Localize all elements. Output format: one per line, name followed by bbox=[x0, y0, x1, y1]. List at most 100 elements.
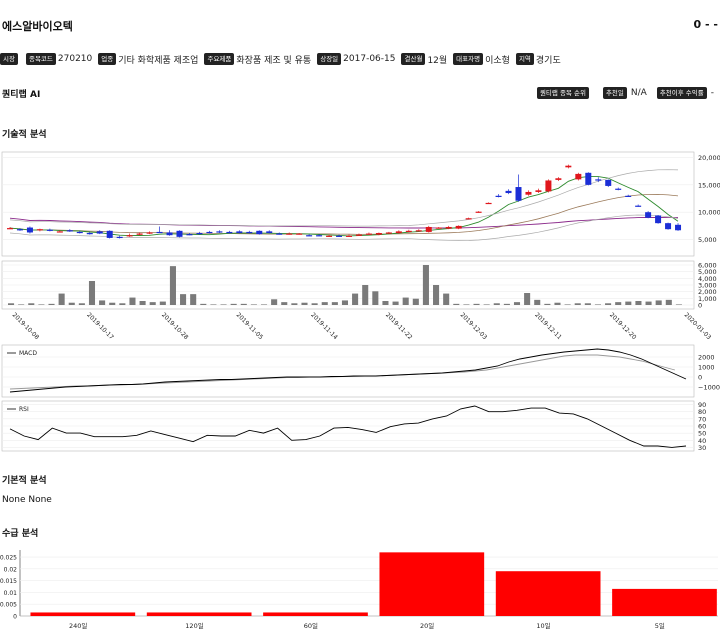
candle-body bbox=[355, 234, 362, 236]
volume-bar bbox=[443, 293, 450, 305]
candle-body bbox=[465, 218, 472, 220]
candle-body bbox=[395, 231, 402, 234]
y-tick-label: 0 bbox=[13, 614, 17, 621]
candle-body bbox=[276, 233, 283, 235]
candle-body bbox=[16, 229, 23, 231]
volume-bar bbox=[159, 301, 166, 305]
volume-bar bbox=[544, 303, 551, 305]
volume-bar bbox=[615, 302, 622, 305]
candle-body bbox=[445, 226, 452, 229]
x-tick-label: 5일 bbox=[655, 621, 665, 630]
x-tick-label: 2019-12-03 bbox=[459, 311, 489, 341]
volume-bar bbox=[675, 304, 682, 305]
market-tag: 시장 bbox=[0, 53, 18, 65]
candle-body bbox=[485, 202, 492, 205]
candle-body bbox=[306, 235, 313, 237]
volume-bar bbox=[422, 265, 429, 305]
candle-body bbox=[136, 233, 143, 235]
supply-bar bbox=[612, 588, 717, 616]
volume-bar bbox=[58, 293, 65, 305]
volume-bar bbox=[594, 304, 601, 305]
candle-body bbox=[665, 223, 672, 230]
volume-bar bbox=[372, 291, 379, 305]
volume-bar bbox=[453, 303, 460, 305]
candle-body bbox=[505, 190, 512, 194]
candle-body bbox=[166, 232, 173, 236]
candle-body bbox=[36, 229, 43, 231]
candle-body bbox=[86, 233, 93, 235]
candle-body bbox=[435, 227, 442, 229]
y-tick-label: 90 bbox=[698, 401, 706, 409]
candle-body bbox=[266, 231, 273, 234]
candle-body bbox=[635, 205, 642, 207]
candle-body bbox=[156, 231, 163, 234]
supply-bar bbox=[263, 612, 368, 616]
fundamental-section-title: 기본적 분석 bbox=[2, 476, 47, 486]
supply-bar bbox=[30, 612, 136, 616]
supply-panel: 0.025 0.02 0.015 0.01 0.005 0 240일 120일 60일 20일 10… bbox=[0, 550, 718, 630]
y-tick-label: 5,000 bbox=[698, 268, 717, 276]
candle-body bbox=[655, 215, 662, 224]
panel-frame bbox=[1, 151, 695, 257]
volume-bar bbox=[463, 304, 470, 305]
volume-bar bbox=[48, 303, 55, 305]
volume-bar bbox=[554, 302, 561, 305]
x-tick-label: 2019-10-17 bbox=[85, 311, 115, 341]
ma-long-line bbox=[9, 217, 678, 229]
ceo-value: 이소형 bbox=[485, 55, 510, 66]
candle-body bbox=[56, 231, 63, 233]
volume-bar bbox=[625, 301, 632, 305]
volume-bar bbox=[301, 302, 308, 305]
volume-bar bbox=[200, 303, 207, 305]
rsi-line bbox=[9, 405, 687, 448]
product-tag: 주요제품 bbox=[204, 53, 235, 65]
supply-section-title: 수급 분석 bbox=[2, 529, 39, 539]
candle-body bbox=[565, 165, 572, 168]
y-tick-label: 30 bbox=[698, 444, 706, 452]
ma-mid-line bbox=[9, 193, 679, 235]
candle-body bbox=[515, 187, 522, 201]
y-tick-label: 1000 bbox=[698, 364, 715, 372]
candle-body bbox=[186, 234, 193, 236]
candle-body bbox=[525, 191, 532, 195]
fundamental-value: None None bbox=[2, 495, 52, 505]
supply-bar bbox=[146, 612, 252, 616]
volume-bar bbox=[331, 302, 338, 305]
candle-body bbox=[26, 227, 33, 233]
volume-bar bbox=[412, 298, 419, 305]
volume-bar bbox=[190, 294, 197, 305]
candle-body bbox=[46, 229, 53, 231]
ai-info-row: 퀀티랩 종목 순위 추천일 N/A 추천이후 수익률 - bbox=[536, 87, 714, 99]
volume-bar bbox=[574, 303, 581, 305]
x-tick-label: 2019-11-05 bbox=[235, 311, 265, 341]
candle-body bbox=[76, 231, 83, 234]
candle-body bbox=[545, 180, 552, 192]
volume-bar bbox=[635, 301, 642, 305]
candle-body bbox=[146, 232, 153, 234]
y-tick-label: 3,000 bbox=[698, 282, 717, 290]
volume-bar bbox=[109, 302, 116, 305]
region-value: 경기도 bbox=[535, 55, 561, 66]
code-value: 270210 bbox=[57, 54, 93, 64]
candle-body bbox=[555, 178, 562, 180]
volume-bar bbox=[473, 303, 480, 305]
x-tick-label: 120일 bbox=[185, 621, 203, 630]
listing-value: 2017-06-15 bbox=[343, 54, 396, 64]
candle-body bbox=[216, 231, 223, 233]
y-tick-label: 0.005 bbox=[0, 602, 17, 609]
volume-bar bbox=[321, 302, 328, 305]
candle-body bbox=[535, 190, 542, 192]
y-tick-label: −1000 bbox=[698, 384, 720, 392]
candle-body bbox=[96, 231, 103, 234]
candle-body bbox=[495, 195, 502, 197]
candle-body bbox=[256, 230, 263, 235]
y-tick-label: 10,000 bbox=[698, 209, 720, 217]
x-tick-label: 2019-12-11 bbox=[533, 311, 563, 341]
supply-bar bbox=[495, 571, 601, 616]
x-tick-label: 2020-01-03 bbox=[683, 311, 713, 341]
volume-bar bbox=[291, 303, 298, 305]
volume-bar bbox=[513, 302, 521, 305]
macd-panel: 2000 1000 0 −1000 MACD bbox=[1, 344, 720, 398]
volume-bar bbox=[311, 303, 318, 305]
y-tick-label: 0.025 bbox=[0, 555, 17, 562]
